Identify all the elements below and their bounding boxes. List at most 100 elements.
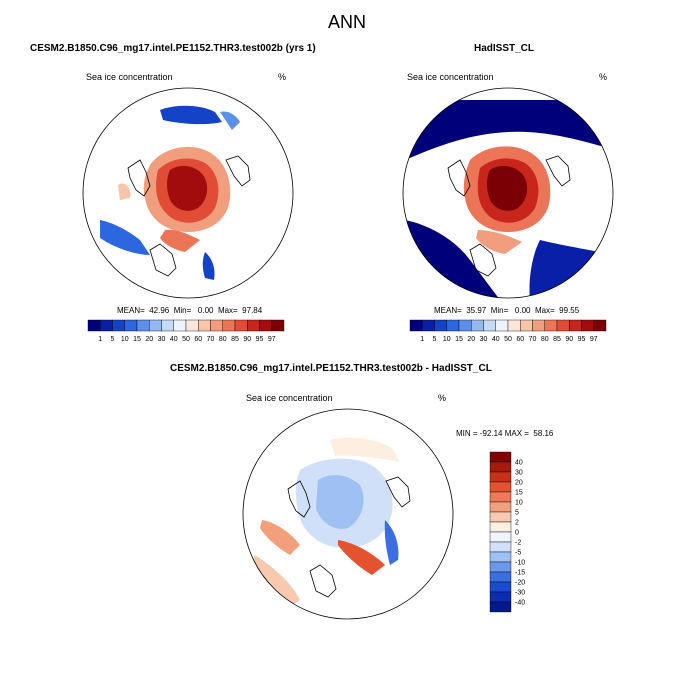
panel1-colorbar-swatch — [210, 319, 223, 332]
panel3-colorbar-swatch — [489, 601, 512, 613]
panel1-colorbar-swatch — [259, 319, 272, 332]
panel3-colorbar-swatch — [489, 551, 512, 563]
panel1-ice-bering — [160, 105, 222, 125]
panel2-colorbar-swatch — [532, 319, 545, 332]
panel3-map — [242, 408, 454, 620]
panel3-unit-label: % — [438, 393, 447, 403]
panel2-ice-core — [487, 165, 528, 211]
panel1-unit-label: % — [278, 72, 287, 82]
panel3-colorbar-tick-label: 30 — [515, 470, 523, 477]
panel2-colorbar-swatch — [422, 319, 435, 332]
panel3-diff-barents — [338, 540, 385, 575]
panel2-colorbar-swatch — [520, 319, 533, 332]
panel1-colorbar-tick-label: 80 — [219, 336, 227, 343]
panel2-colorbar-swatch — [434, 319, 447, 332]
panel1-colorbar-swatch — [100, 319, 113, 332]
panel1-colorbar-swatch — [87, 319, 101, 332]
panel2-colorbar-tick-label: 40 — [492, 336, 500, 343]
panel2-ice-norway — [529, 240, 613, 298]
page-title: ANN — [327, 12, 366, 32]
panel1-stats: MEAN= 42.96 Min= 0.00 Max= 97.84 — [117, 306, 263, 315]
panel2-colorbar: 1 5 10 15 20 30 40 50 60 70 80 85 90 95 97 — [409, 319, 607, 343]
panel1-colorbar-swatch — [247, 319, 260, 332]
panel1-colorbar-swatch — [271, 319, 285, 332]
panel3-diff-pacific — [330, 437, 400, 462]
panel2-coastlines — [447, 155, 571, 277]
panel3-colorbar-swatch — [489, 581, 512, 593]
panel2-colorbar-tick-label: 5 — [433, 336, 437, 343]
panel3-colorbar-tick-label: -15 — [515, 570, 525, 577]
panel3-colorbar-tick-label: -40 — [515, 600, 525, 607]
panel1-colorbar-tick-label: 60 — [194, 336, 202, 343]
panel1-colorbar-tick-label: 95 — [256, 336, 264, 343]
panel2-variable-label: Sea ice concentration — [407, 72, 494, 82]
panel2-stats: MEAN= 35.97 Min= 0.00 Max= 99.55 — [434, 306, 580, 315]
panel2-colorbar-swatch — [471, 319, 484, 332]
panel3-colorbar-swatch — [489, 491, 512, 503]
panel2-colorbar-swatch — [507, 319, 521, 332]
panel1-colorbar-swatch — [222, 319, 236, 332]
panel1-colorbar-swatch — [185, 319, 199, 332]
panel2-map-border — [402, 87, 614, 299]
panel3-colorbar-tick-label: 15 — [515, 490, 523, 497]
panel1-ice-labrador — [100, 220, 150, 255]
panel3-stats: MIN = -92.14 MAX = 58.16 — [456, 429, 554, 438]
panel3-colorbar-swatch — [489, 531, 512, 543]
panel1-colorbar-tick-label: 85 — [231, 336, 239, 343]
panel1-colorbar-tick-label: 70 — [207, 336, 215, 343]
panel2-colorbar-swatch — [409, 319, 423, 332]
panel1-colorbar-swatch — [149, 319, 162, 332]
panel1-colorbar: 1 5 10 15 20 30 40 50 60 70 80 85 90 95 97 — [87, 319, 285, 343]
panel1-ice-barents — [160, 229, 200, 252]
panel2-ice-pacific — [405, 100, 613, 160]
panel1-coastlines — [127, 155, 251, 277]
panel2-title: HadISST_CL — [474, 43, 535, 54]
panel1-colorbar-swatch — [136, 319, 150, 332]
panel3-map-border — [242, 408, 454, 620]
panel3-diff-labrador — [260, 520, 300, 555]
panel2-colorbar-swatch — [569, 319, 582, 332]
panel1-ice-hudson — [118, 183, 131, 200]
panel2-colorbar-tick-label: 80 — [541, 336, 549, 343]
panel2-map — [402, 87, 614, 299]
panel1-colorbar-tick-label: 20 — [145, 336, 153, 343]
panel2-colorbar-swatch — [495, 319, 509, 332]
panel2-colorbar-swatch — [544, 319, 558, 332]
panel3-diff-kara — [384, 520, 399, 565]
panel1-ice-core — [167, 165, 208, 211]
panel3-colorbar-tick-label: 0 — [515, 530, 519, 537]
panel1-colorbar-swatch — [198, 319, 211, 332]
panel3-colorbar-swatch — [489, 451, 512, 463]
panel2-colorbar-swatch — [581, 319, 594, 332]
panel2-colorbar-tick-label: 85 — [553, 336, 561, 343]
panel3-diff-atlantic — [252, 555, 300, 610]
panel3-colorbar-swatch — [489, 591, 512, 603]
panel2-colorbar-tick-label: 15 — [455, 336, 463, 343]
panel3-colorbar-tick-label: 5 — [515, 510, 519, 517]
panel1-map — [82, 87, 294, 299]
panel1-colorbar-tick-label: 90 — [243, 336, 251, 343]
panel3-colorbar-tick-label: 10 — [515, 500, 523, 507]
panel1-colorbar-swatch — [124, 319, 138, 332]
panel3-colorbar-swatch — [489, 541, 512, 553]
panel1-colorbar-tick-label: 97 — [268, 336, 276, 343]
panel1-colorbar-tick-label: 50 — [182, 336, 190, 343]
panel2-colorbar-tick-label: 50 — [504, 336, 512, 343]
panel1-colorbar-swatch — [112, 319, 125, 332]
panel3-colorbar-tick-label: -5 — [515, 550, 521, 557]
panel1-colorbar-tick-label: 40 — [170, 336, 178, 343]
panel1-ice-okhotsk — [220, 111, 240, 130]
panel2-colorbar-swatch — [446, 319, 460, 332]
panel3-variable-label: Sea ice concentration — [246, 393, 333, 403]
panel3-colorbar-tick-label: -2 — [515, 540, 521, 547]
panel3-colorbar-swatch — [489, 461, 512, 473]
panel1-colorbar-tick-label: 15 — [133, 336, 141, 343]
panel2-colorbar-tick-label: 97 — [590, 336, 598, 343]
panel3-colorbar-tick-label: -20 — [515, 580, 525, 587]
panel2-colorbar-tick-label: 10 — [443, 336, 451, 343]
panel1-colorbar-swatch — [173, 319, 187, 332]
panel2-colorbar-tick-label: 90 — [565, 336, 573, 343]
panel2-colorbar-tick-label: 95 — [578, 336, 586, 343]
